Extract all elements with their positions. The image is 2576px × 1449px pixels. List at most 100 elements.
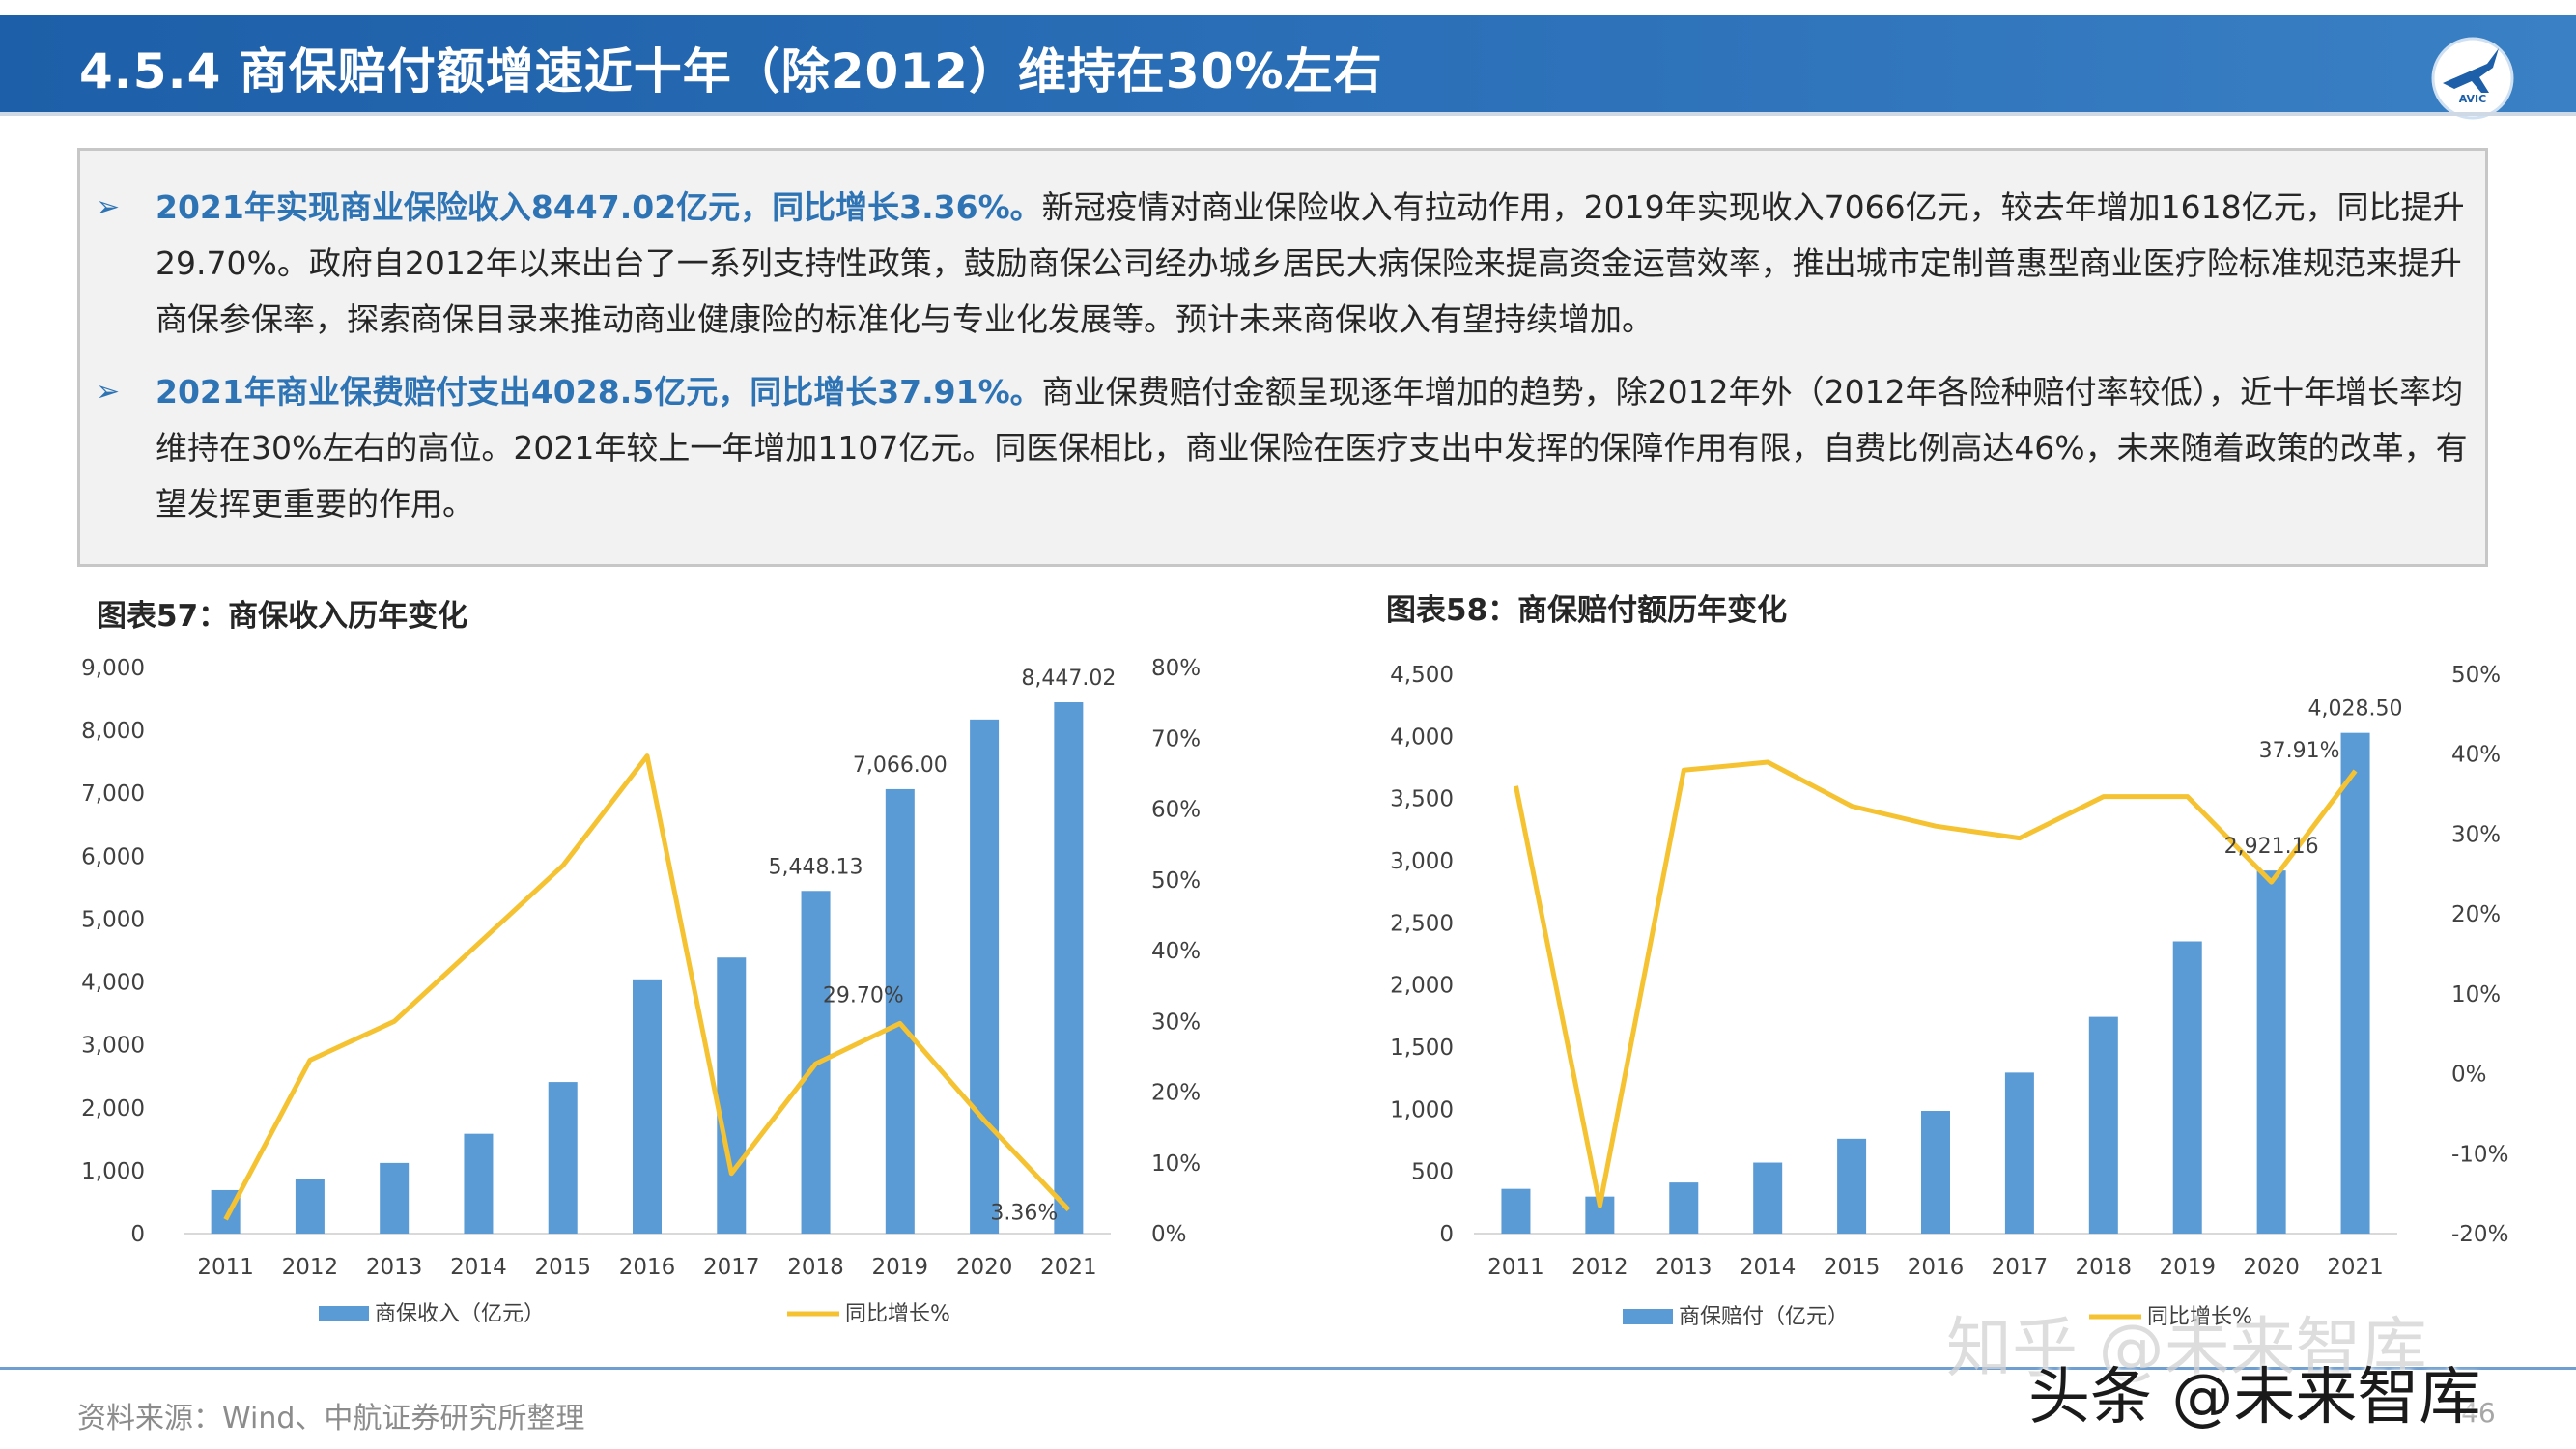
legend-bar-swatch (1623, 1309, 1673, 1324)
x-tick-label: 2017 (1992, 1255, 2049, 1280)
y-left-tick-label: 1,000 (1390, 1097, 1454, 1122)
y-left-tick-label: 0 (130, 1222, 145, 1247)
y-right-tick-label: 70% (1151, 726, 1201, 752)
x-tick-label: 2013 (366, 1255, 423, 1280)
x-tick-label: 2016 (1908, 1255, 1965, 1280)
line-data-label: 29.70% (823, 983, 904, 1008)
y-left-tick-label: 2,000 (81, 1096, 145, 1122)
bar-data-label: 7,066.00 (853, 753, 948, 778)
y-left-tick-label: 4,000 (1390, 724, 1454, 750)
x-tick-label: 2021 (1040, 1255, 1097, 1280)
y-right-tick-label: 20% (2451, 902, 2501, 927)
watermark-toutiao: 头条 @未来智库 (2028, 1362, 2481, 1434)
bullet-arrow-icon: ➢ (96, 375, 121, 409)
summary-item-1-lead: 2021年实现商业保险收入8447.02亿元，同比增长3.36%。 (156, 188, 1042, 226)
y-left-tick-label: 500 (1411, 1160, 1454, 1185)
y-left-tick-label: 2,500 (1390, 911, 1454, 936)
x-tick-label: 2018 (787, 1255, 844, 1280)
y-right-tick-label: 50% (2451, 663, 2501, 688)
legend-bar-label: 商保收入（亿元） (375, 1302, 545, 1326)
chart-2-payouts: 0 500 1,000 1,500 2,000 2,500 3,000 3,500 4,000 4… (1390, 663, 2508, 1329)
summary-item-1-body: 新冠疫情对商业保险收入有拉动作用，2019年实现收入7066亿元，较去年增加16… (156, 188, 2465, 338)
title-bar: 4.5.4 商保赔付额增速近十年（除2012）维持在30%左右 AVIC (0, 15, 2576, 120)
x-tick-label: 2012 (1571, 1255, 1628, 1280)
y-left-tick-label: 0 (1439, 1222, 1454, 1247)
bar (717, 957, 747, 1234)
x-tick-label: 2014 (450, 1255, 507, 1280)
y-right-tick-label: 40% (1151, 939, 1201, 964)
bar (1837, 1138, 1867, 1234)
y-left-tick-label: 9,000 (81, 656, 145, 681)
bar (464, 1133, 494, 1234)
summary-item-1: ➢ 2021年实现商业保险收入8447.02亿元，同比增长3.36%。新冠疫情对… (96, 180, 2474, 348)
y-left-tick-label: 7,000 (81, 781, 145, 807)
x-tick-label: 2019 (872, 1255, 929, 1280)
watermark-zhihu: 知乎 @未来智库 (1946, 1311, 2427, 1387)
x-tick-label: 2014 (1740, 1255, 1797, 1280)
bar (548, 1082, 578, 1234)
logo-text: AVIC (2459, 93, 2486, 105)
chart-1-title: 图表57：商保收入历年变化 (97, 599, 468, 634)
y-left-tick-label: 2,000 (1390, 974, 1454, 999)
x-tick-label: 2020 (2243, 1255, 2300, 1280)
y-right-tick-label: 30% (1151, 1009, 1201, 1035)
bar-data-label: 2,921.16 (2224, 835, 2319, 859)
y-left-tick-label: 6,000 (81, 844, 145, 869)
growth-line (1514, 759, 2358, 1208)
y-left-tick-label: 8,000 (81, 719, 145, 744)
legend-line-label: 同比增长% (2147, 1305, 2252, 1329)
x-tick-label: 2018 (2076, 1255, 2133, 1280)
y-right-tick-label: 30% (2451, 822, 2501, 847)
bar (2256, 870, 2286, 1234)
x-tick-label: 2021 (2327, 1255, 2384, 1280)
y-left-tick-label: 4,500 (1390, 663, 1454, 688)
bar (885, 788, 915, 1234)
y-right-tick-label: 10% (1151, 1151, 1201, 1177)
line-data-label: 37.91% (2259, 739, 2340, 763)
y-left-tick-label: 3,000 (81, 1034, 145, 1059)
y-right-tick-label: 0% (1151, 1222, 1187, 1247)
page-number: 46 (2461, 1397, 2496, 1429)
footer-divider (0, 1367, 2576, 1370)
y-left-tick-label: 4,000 (81, 971, 145, 996)
y-left-tick-label: 1,000 (81, 1159, 145, 1184)
bullet-arrow-icon: ➢ (96, 190, 121, 224)
bar-data-label: 4,028.50 (2308, 697, 2403, 722)
bar-data-label: 8,447.02 (1021, 667, 1116, 691)
x-tick-label: 2011 (1487, 1255, 1544, 1280)
summary-item-2-body: 商业保费赔付金额呈现逐年增加的趋势，除2012年外（2012年各险种赔付率较低）… (156, 373, 2468, 523)
legend-line-label: 同比增长% (845, 1302, 950, 1326)
y-left-tick-label: 3,500 (1390, 787, 1454, 812)
x-tick-label: 2015 (534, 1255, 591, 1280)
x-tick-label: 2020 (956, 1255, 1013, 1280)
y-right-tick-label: 20% (1151, 1081, 1201, 1106)
header-divider (0, 112, 2576, 116)
bar (970, 719, 1000, 1234)
bar (1669, 1182, 1699, 1234)
x-tick-label: 2017 (703, 1255, 760, 1280)
y-right-tick-label: 60% (1151, 798, 1201, 823)
page-title: 4.5.4 商保赔付额增速近十年（除2012）维持在30%左右 (79, 43, 1383, 99)
legend-bar-label: 商保赔付（亿元） (1679, 1305, 1849, 1329)
y-right-tick-label: 50% (1151, 868, 1201, 894)
bar (2340, 732, 2370, 1234)
x-tick-label: 2011 (197, 1255, 254, 1280)
bar (380, 1162, 410, 1234)
bar (1501, 1188, 1531, 1234)
bar (1054, 702, 1084, 1234)
summary-box: ➢ 2021年实现商业保险收入8447.02亿元，同比增长3.36%。新冠疫情对… (77, 148, 2488, 567)
y-right-tick-label: -10% (2451, 1142, 2508, 1167)
y-right-tick-label: -20% (2451, 1222, 2508, 1247)
y-right-tick-label: 10% (2451, 982, 2501, 1008)
y-right-tick-label: 80% (1151, 656, 1201, 681)
y-left-tick-label: 5,000 (81, 907, 145, 932)
x-tick-label: 2019 (2159, 1255, 2216, 1280)
bar-data-label: 5,448.13 (769, 855, 863, 879)
y-right-tick-label: 40% (2451, 743, 2501, 768)
y-left-tick-label: 1,500 (1390, 1036, 1454, 1061)
bar (1753, 1162, 1783, 1234)
bar (2088, 1016, 2118, 1234)
summary-item-2: ➢ 2021年商业保费赔付支出4028.5亿元，同比增长37.91%。商业保费赔… (96, 364, 2474, 532)
x-tick-label: 2013 (1656, 1255, 1713, 1280)
legend-bar-swatch (319, 1306, 369, 1321)
